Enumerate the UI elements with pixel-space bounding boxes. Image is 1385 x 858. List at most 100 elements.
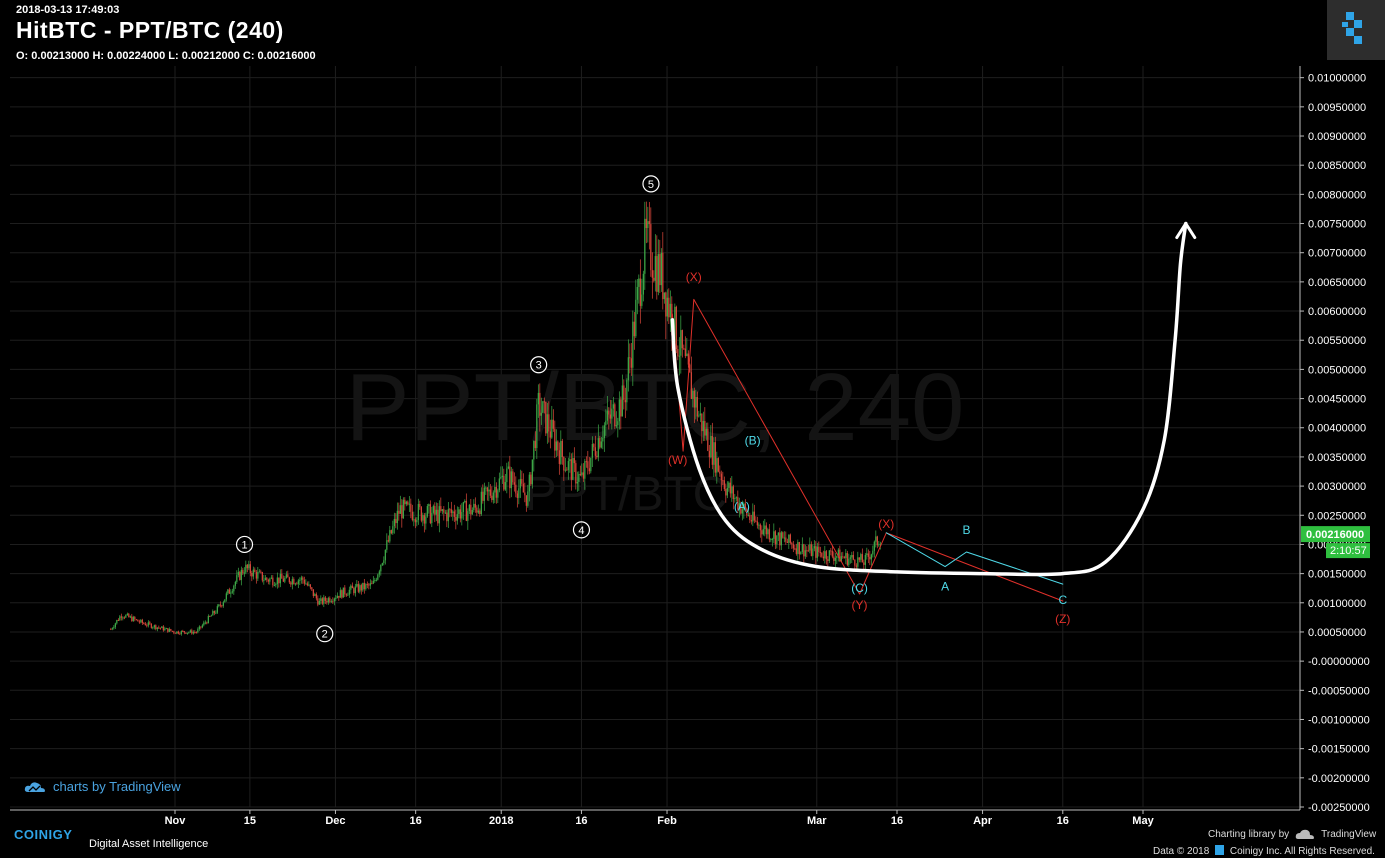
- price-tick-label: -0.00100000: [1308, 714, 1370, 726]
- coinigy-logo-icon[interactable]: [1327, 0, 1385, 60]
- candle-body: [338, 595, 340, 598]
- candle-body: [174, 632, 176, 634]
- candle-body: [449, 509, 451, 511]
- candle-body: [377, 574, 379, 580]
- candle-body: [582, 472, 584, 479]
- price-tick-label: 0.00550000: [1308, 335, 1366, 347]
- candle-body: [633, 321, 635, 337]
- candle-body: [866, 553, 868, 555]
- candle-body: [776, 535, 778, 545]
- candle-body: [393, 518, 395, 527]
- candle-body: [326, 600, 328, 603]
- candle-body: [122, 617, 124, 619]
- price-tick-label: 0.00100000: [1308, 598, 1366, 610]
- candle-body: [273, 585, 275, 587]
- candle-body: [522, 483, 524, 493]
- candle-body: [521, 478, 523, 484]
- time-tick-label: 16: [575, 815, 587, 827]
- candle-body: [549, 431, 551, 438]
- candle-body: [657, 254, 659, 292]
- candle-body: [351, 585, 353, 589]
- candle-body: [797, 542, 799, 554]
- candle-body: [770, 539, 772, 541]
- candle-body: [270, 577, 272, 579]
- candle-body: [390, 530, 392, 534]
- candle-body: [852, 554, 854, 560]
- candle-body: [345, 594, 347, 596]
- timestamp: 2018-03-13 17:49:03: [16, 4, 120, 16]
- candle-body: [369, 583, 371, 586]
- candle-body: [402, 499, 404, 519]
- candle-body: [246, 564, 248, 569]
- candle-body: [761, 530, 763, 535]
- candle-body: [284, 577, 286, 582]
- candle-body: [593, 444, 595, 448]
- time-tick-label: 16: [410, 815, 422, 827]
- candle-body: [791, 542, 793, 545]
- candle-body: [752, 511, 754, 522]
- candle-body: [464, 500, 466, 503]
- candle-body: [311, 587, 313, 590]
- tradingview-brand-label: charts by TradingView: [53, 779, 181, 794]
- candle-body: [458, 509, 460, 515]
- candle-body: [267, 579, 269, 582]
- watermark-large: PPT/BTC, 240: [346, 354, 965, 461]
- time-tick-label: Nov: [165, 815, 187, 827]
- candle-body: [552, 419, 554, 429]
- candle-body: [276, 577, 278, 585]
- candle-body: [227, 589, 229, 594]
- candle-body: [524, 492, 526, 496]
- candle-body: [300, 577, 302, 580]
- candle-body: [669, 303, 671, 318]
- candle-body: [368, 584, 370, 586]
- red-wave-label: (Z): [1055, 612, 1070, 626]
- candle-body: [447, 509, 449, 522]
- candle-body: [789, 534, 791, 543]
- candle-body: [737, 497, 739, 510]
- candle-body: [665, 292, 667, 317]
- price-tick-label: 0.00950000: [1308, 102, 1366, 114]
- candle-body: [743, 503, 745, 510]
- candle-body: [143, 622, 145, 624]
- candle-body: [513, 482, 515, 485]
- candle-body: [113, 627, 115, 629]
- candle-body: [422, 515, 424, 521]
- candle-body: [135, 619, 137, 621]
- candle-body: [419, 503, 421, 508]
- candle-body: [476, 507, 478, 513]
- candle-body: [833, 556, 835, 561]
- candle-body: [210, 615, 212, 617]
- candle-body: [491, 495, 493, 501]
- candle-body: [836, 556, 838, 558]
- candle-body: [234, 581, 236, 586]
- tradingview-brand[interactable]: charts by TradingView: [24, 779, 181, 794]
- candle-body: [783, 537, 785, 539]
- candle-body: [153, 625, 155, 628]
- candle-body: [272, 577, 274, 586]
- candle-body: [251, 573, 253, 577]
- candle-body: [837, 549, 839, 557]
- candle-body: [612, 404, 614, 409]
- candle-body: [519, 478, 521, 489]
- candle-body: [744, 503, 746, 509]
- candle-body: [771, 538, 773, 540]
- candle-body: [483, 487, 485, 501]
- candle-body: [879, 543, 881, 545]
- candle-body: [116, 619, 118, 624]
- candle-body: [629, 357, 631, 359]
- candle-body: [588, 468, 590, 472]
- candle-body: [240, 569, 242, 580]
- time-tick-label: Apr: [973, 815, 993, 827]
- candle-body: [683, 348, 685, 350]
- candle-body: [477, 510, 479, 513]
- candle-body: [641, 294, 643, 306]
- candle-body: [543, 401, 545, 403]
- tradingview-label: TradingView: [1321, 828, 1377, 840]
- candle-body: [621, 385, 623, 417]
- candle-body: [630, 358, 632, 368]
- candle-body: [308, 584, 310, 586]
- candle-body: [269, 578, 271, 582]
- candle-body: [809, 544, 811, 551]
- charting-library-credit[interactable]: Charting library by TradingView: [1208, 828, 1376, 840]
